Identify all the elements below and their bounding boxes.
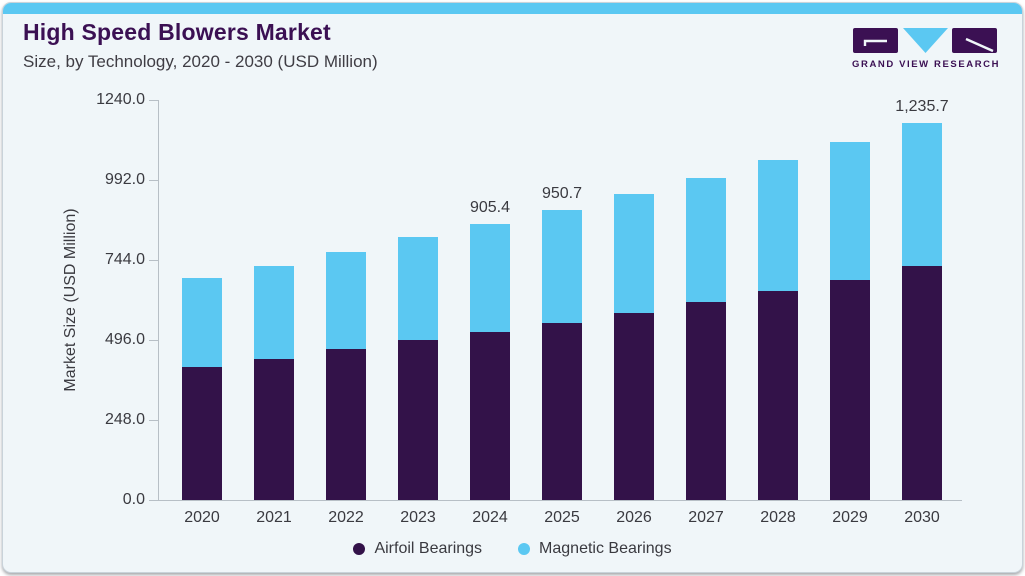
x-tick-label-2023: 2023 [400,509,436,526]
y-tick-mark [149,179,158,181]
y-tick-label: 0.0 [122,491,145,508]
legend-label: Airfoil Bearings [374,540,483,557]
bar-segment-airfoil-2030 [902,266,942,500]
x-tick-label-2021: 2021 [256,509,292,526]
x-tick-label-2025: 2025 [544,509,580,526]
y-tick-label: 248.0 [104,411,145,428]
legend-item-airfoil-bearings: Airfoil Bearings [353,540,482,558]
bar-segment-magnetic-2020 [182,278,222,367]
chart-subtitle: Size, by Technology, 2020 - 2030 (USD Mi… [23,52,378,71]
bar-segment-magnetic-2030 [902,123,942,266]
y-tick-mark [149,419,158,421]
bar-segment-magnetic-2026 [614,194,654,313]
chart-legend: Airfoil Bearings Magnetic Bearings [3,540,1022,558]
bar-segment-magnetic-2028 [758,160,798,291]
x-tick-label-2026: 2026 [616,509,652,526]
bar-segment-airfoil-2024 [470,332,510,500]
y-tick-label: 992.0 [104,171,145,188]
bar-segment-magnetic-2023 [398,237,438,340]
bar-segment-airfoil-2025 [542,323,582,500]
y-axis-title: Market Size (USD Million) [62,208,79,392]
x-tick-label-2027: 2027 [688,509,724,526]
y-tick-label: 1240.0 [96,91,145,108]
bar-segment-airfoil-2023 [398,340,438,500]
x-tick-label-2029: 2029 [832,509,868,526]
x-tick-label-2020: 2020 [184,509,220,526]
bar-segment-airfoil-2028 [758,291,798,500]
bar-segment-airfoil-2029 [830,280,870,500]
legend-dot-icon [518,543,531,555]
bar-segment-airfoil-2026 [614,313,654,500]
x-tick-label-2028: 2028 [760,509,796,526]
bar-segment-magnetic-2025 [542,210,582,323]
bar-segment-magnetic-2022 [326,252,366,349]
bar-segment-airfoil-2027 [686,302,726,500]
bar-segment-airfoil-2020 [182,367,222,500]
bar-segment-airfoil-2022 [326,349,366,500]
y-tick-label: 496.0 [104,331,145,348]
legend-dot-icon [353,543,366,555]
x-tick-label-2030: 2030 [904,509,940,526]
bar-value-label-2024: 905.4 [469,199,511,216]
legend-item-magnetic-bearings: Magnetic Bearings [518,540,672,558]
gvr-logo-text: GRAND VIEW RESEARCH [852,59,1001,70]
y-tick-label: 744.0 [104,251,145,268]
page-title: High Speed Blowers Market [23,19,331,45]
plot-area: 0.0 248.0 496.0 744.0 992.0 1240.0 2020 2021 202… [96,91,962,526]
gvr-logo-icon [853,28,997,53]
header-accent-strip [3,3,1022,14]
bar-value-label-2030: 1,235.7 [895,98,949,115]
legend-label: Magnetic Bearings [539,540,672,557]
x-tick-label-2022: 2022 [328,509,364,526]
bar-value-label-2025: 950.7 [541,185,583,202]
bar-segment-magnetic-2029 [830,142,870,280]
bar-segment-magnetic-2021 [254,266,294,359]
y-tick-mark [149,499,158,501]
y-tick-mark [149,99,158,101]
x-tick-label-2024: 2024 [472,509,508,526]
y-tick-mark [149,259,158,261]
bar-segment-magnetic-2027 [686,178,726,302]
bar-segment-airfoil-2021 [254,359,294,500]
bar-segment-magnetic-2024 [470,224,510,332]
y-tick-mark [149,339,158,341]
gvr-logo: GRAND VIEW RESEARCH [852,26,1001,70]
